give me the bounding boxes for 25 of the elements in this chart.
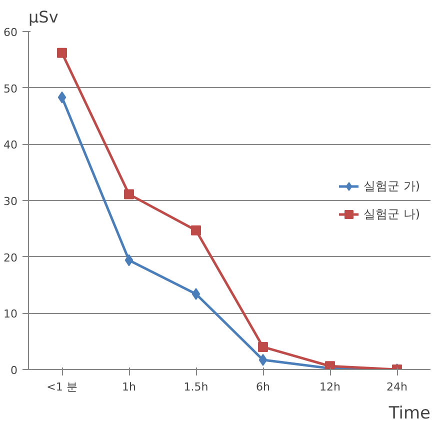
point [258, 342, 268, 352]
x-tick-label: 6h [256, 380, 270, 394]
x-tick-label: 1h [122, 380, 136, 394]
legend-label: 실험군 가) [364, 178, 420, 194]
point [191, 225, 201, 236]
y-tick-label: 0 [10, 364, 18, 377]
point [258, 354, 268, 366]
point [58, 91, 66, 104]
point [57, 48, 67, 58]
x-tick-label: 1.5h [184, 380, 208, 394]
x-tick-label: 24h [386, 380, 408, 394]
y-tick-label: 50 [4, 82, 18, 96]
y-tick-label: 60 [4, 26, 18, 39]
legend-label: 실험군 나) [364, 206, 420, 222]
x-tick-label: <1 분 [46, 380, 78, 394]
y-axis-title: μSv [28, 8, 58, 26]
point [192, 288, 200, 300]
point [124, 189, 134, 200]
y-tick-label: 20 [4, 251, 18, 264]
point [124, 254, 134, 266]
y-tick-label: 40 [4, 138, 18, 152]
y-tick-label: 10 [4, 308, 18, 321]
y-tick-label: 30 [4, 195, 18, 208]
x-tick-label: 12h [320, 380, 341, 394]
x-axis-title: Time [388, 404, 431, 424]
